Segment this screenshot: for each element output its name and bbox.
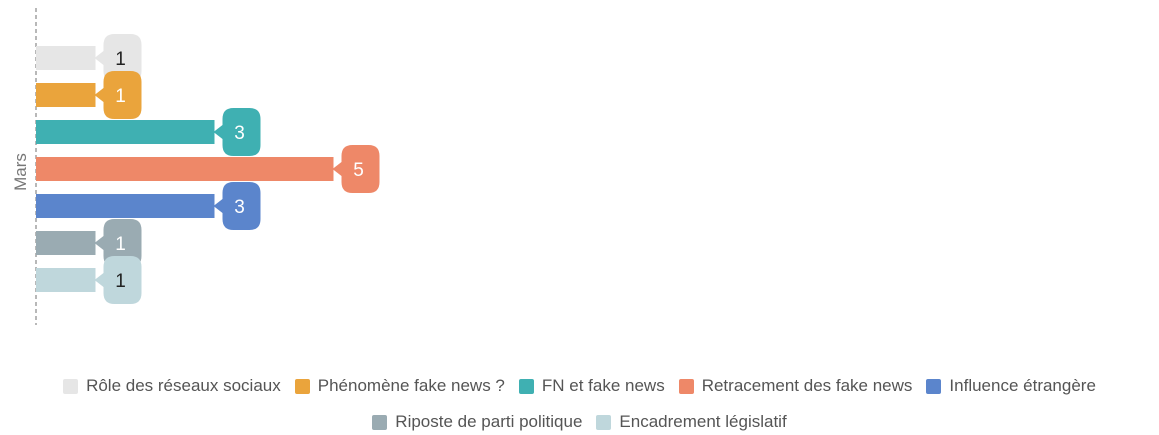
data-label-bubble (94, 71, 142, 119)
bar-influence-etrangere[interactable] (36, 194, 215, 218)
legend-swatch (518, 378, 534, 394)
legend-label: FN et fake news (541, 376, 665, 395)
legend-item-riposte-parti-politique[interactable]: Riposte de parti politique (372, 412, 582, 432)
legend-item-influence-etrangere[interactable]: Influence étrangère (926, 376, 1096, 396)
data-label: 1 (115, 271, 126, 292)
legend-label: Influence étrangère (949, 376, 1096, 395)
bar-riposte-de-parti-politique[interactable] (36, 231, 96, 255)
bar-fn-et-fake-news[interactable] (36, 120, 215, 144)
legend-item-phenomene-fake-news[interactable]: Phénomène fake news ? (294, 376, 505, 396)
bar-role-des-reseaux-sociaux[interactable] (36, 46, 96, 70)
legend-swatch (678, 378, 694, 394)
bar-chart: Mars 1 1 3 5 3 1 1 (11, 8, 380, 325)
bar-retracement-des-fake-news[interactable] (36, 157, 334, 181)
legend-swatch (596, 414, 612, 430)
legend-swatch (294, 378, 310, 394)
data-label: 3 (234, 123, 245, 144)
legend-item-role-reseaux-sociaux[interactable]: Rôle des réseaux sociaux (63, 376, 281, 396)
data-label: 1 (115, 234, 126, 255)
legend-label: Riposte de parti politique (395, 412, 583, 431)
data-label: 3 (234, 197, 245, 218)
legend-item-fn-et-fake-news[interactable]: FN et fake news (518, 376, 665, 396)
legend-swatch (63, 378, 79, 394)
legend-label: Encadrement législatif (619, 412, 787, 431)
data-label-bubble (213, 182, 261, 230)
data-label-bubble (94, 34, 142, 82)
bar-encadrement-legislatif[interactable] (36, 268, 96, 292)
legend-label: Phénomène fake news ? (317, 376, 505, 395)
data-label-bubble (213, 108, 261, 156)
data-label-bubble (94, 219, 142, 267)
legend-label: Rôle des réseaux sociaux (86, 376, 281, 395)
bar-phenomene-fake-news[interactable] (36, 83, 96, 107)
data-label: 1 (115, 49, 126, 70)
legend-item-retracement-fake-news[interactable]: Retracement des fake news (678, 376, 913, 396)
legend-row-1: Rôle des réseaux sociaux Phénomène fake … (0, 376, 1159, 396)
data-label: 1 (115, 86, 126, 107)
bars-group: 1 1 3 5 3 1 1 (36, 34, 380, 304)
legend-swatch (372, 414, 388, 430)
data-label-bubble (94, 256, 142, 304)
legend-row-2: Riposte de parti politique Encadrement l… (0, 412, 1159, 432)
category-label: Mars (11, 153, 30, 191)
data-label-bubble (332, 145, 380, 193)
legend-swatch (926, 378, 942, 394)
legend-item-encadrement-legislatif[interactable]: Encadrement législatif (596, 412, 787, 432)
legend-label: Retracement des fake news (701, 376, 913, 395)
data-label: 5 (353, 160, 364, 181)
